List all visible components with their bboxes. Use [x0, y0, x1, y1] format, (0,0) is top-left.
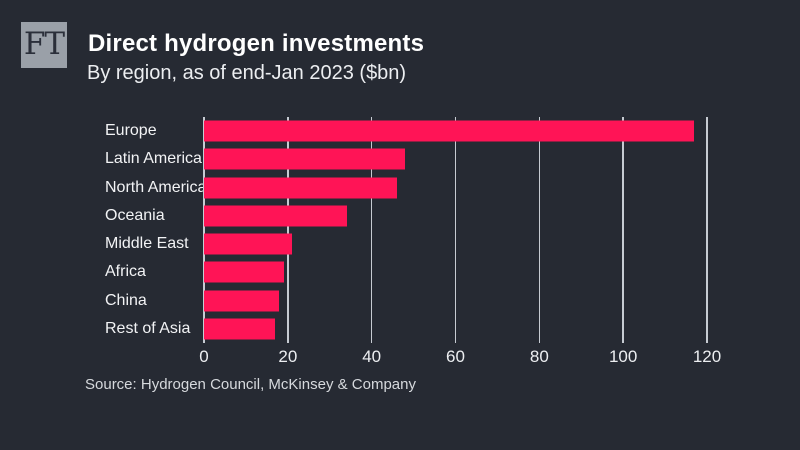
bar-row	[204, 117, 707, 145]
chart-title: Direct hydrogen investments	[88, 30, 425, 57]
axis-tick-label: 100	[608, 347, 638, 366]
gridline	[622, 117, 624, 343]
category-label: Middle East	[105, 235, 189, 253]
plot-area	[203, 117, 708, 343]
bar-row	[204, 202, 707, 230]
gridline	[287, 117, 289, 343]
ft-logo-text: FT	[23, 26, 65, 62]
axis-tick-label: 120	[692, 347, 722, 366]
category-label: Oceania	[105, 206, 165, 224]
bar	[204, 261, 284, 283]
bar-row	[204, 287, 707, 315]
gridline	[538, 117, 541, 343]
bar	[204, 148, 406, 170]
category-label: China	[105, 291, 147, 309]
bar	[204, 290, 280, 312]
axis-tick-label: 0	[199, 347, 209, 366]
bar	[204, 205, 347, 227]
bar	[204, 318, 276, 340]
bar-series	[204, 117, 707, 343]
ft-logo: FT	[21, 22, 67, 68]
category-label: Europe	[105, 122, 157, 140]
bar-row	[204, 230, 707, 258]
bar	[204, 177, 397, 199]
axis-tick-label: 40	[362, 347, 382, 366]
bar-row	[204, 145, 707, 173]
bar-row	[204, 174, 707, 202]
bar	[204, 120, 695, 142]
gridline	[370, 117, 373, 343]
category-label: Rest of Asia	[105, 319, 191, 337]
axis-tick-label: 20	[278, 347, 298, 366]
axis-tick-label: 80	[529, 347, 549, 366]
category-label: North America	[105, 178, 207, 196]
gridline	[454, 117, 457, 343]
category-label: Latin America	[105, 150, 202, 168]
gridline	[203, 117, 205, 343]
axis-tick-label: 60	[446, 347, 465, 366]
source-line: Source: Hydrogen Council, McKinsey & Com…	[85, 376, 416, 393]
gridline	[706, 117, 708, 343]
bar-row	[204, 258, 707, 286]
chart-subtitle: By region, as of end-Jan 2023 ($bn)	[87, 62, 407, 84]
value-axis: 0 20 40 60 80 100 120	[199, 347, 721, 367]
bar-row	[204, 315, 707, 343]
category-axis: Europe Latin America North America Ocean…	[105, 117, 207, 343]
category-label: Africa	[105, 263, 146, 281]
bar	[204, 233, 293, 255]
